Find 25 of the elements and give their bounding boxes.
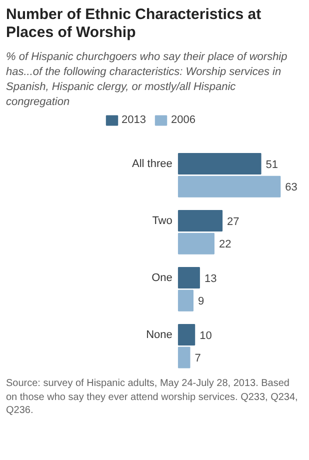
y-tick-label: Two — [152, 214, 172, 227]
data-label: 9 — [198, 296, 204, 308]
data-label: 63 — [285, 182, 298, 194]
data-label: 27 — [227, 216, 240, 228]
bar — [178, 210, 223, 232]
data-label: 7 — [194, 352, 201, 365]
data-label: 51 — [266, 158, 278, 171]
y-tick-label: All three — [132, 158, 172, 170]
bar — [178, 267, 200, 289]
bar — [178, 176, 281, 198]
data-label: 22 — [218, 238, 232, 251]
data-label: 13 — [204, 272, 217, 285]
bar — [178, 290, 194, 312]
legend-label: 2006 — [171, 114, 196, 126]
legend-label: 2013 — [122, 114, 146, 126]
chart-subtitle: % of Hispanic churchgoers who say their place of worship has...of the following characteristics: Worship services in Spanish, Hispanic clergy, or mostly/all Hispanic congregation — [6, 50, 288, 110]
y-tick-label: None — [146, 328, 172, 341]
chart-title: Number of Ethnic Characteristics at Places of Worship — [6, 6, 262, 42]
data-label: 10 — [200, 330, 212, 342]
y-tick-label: One — [152, 272, 172, 284]
bar — [178, 153, 262, 175]
bar — [178, 324, 196, 346]
bar — [178, 232, 214, 254]
source-note: Source: survey of Hispanic adults, May 24-July 28, 2013. Based on those who say they ever attend worship services. Q233, Q234, Q236. — [6, 377, 299, 418]
bar — [178, 346, 190, 368]
